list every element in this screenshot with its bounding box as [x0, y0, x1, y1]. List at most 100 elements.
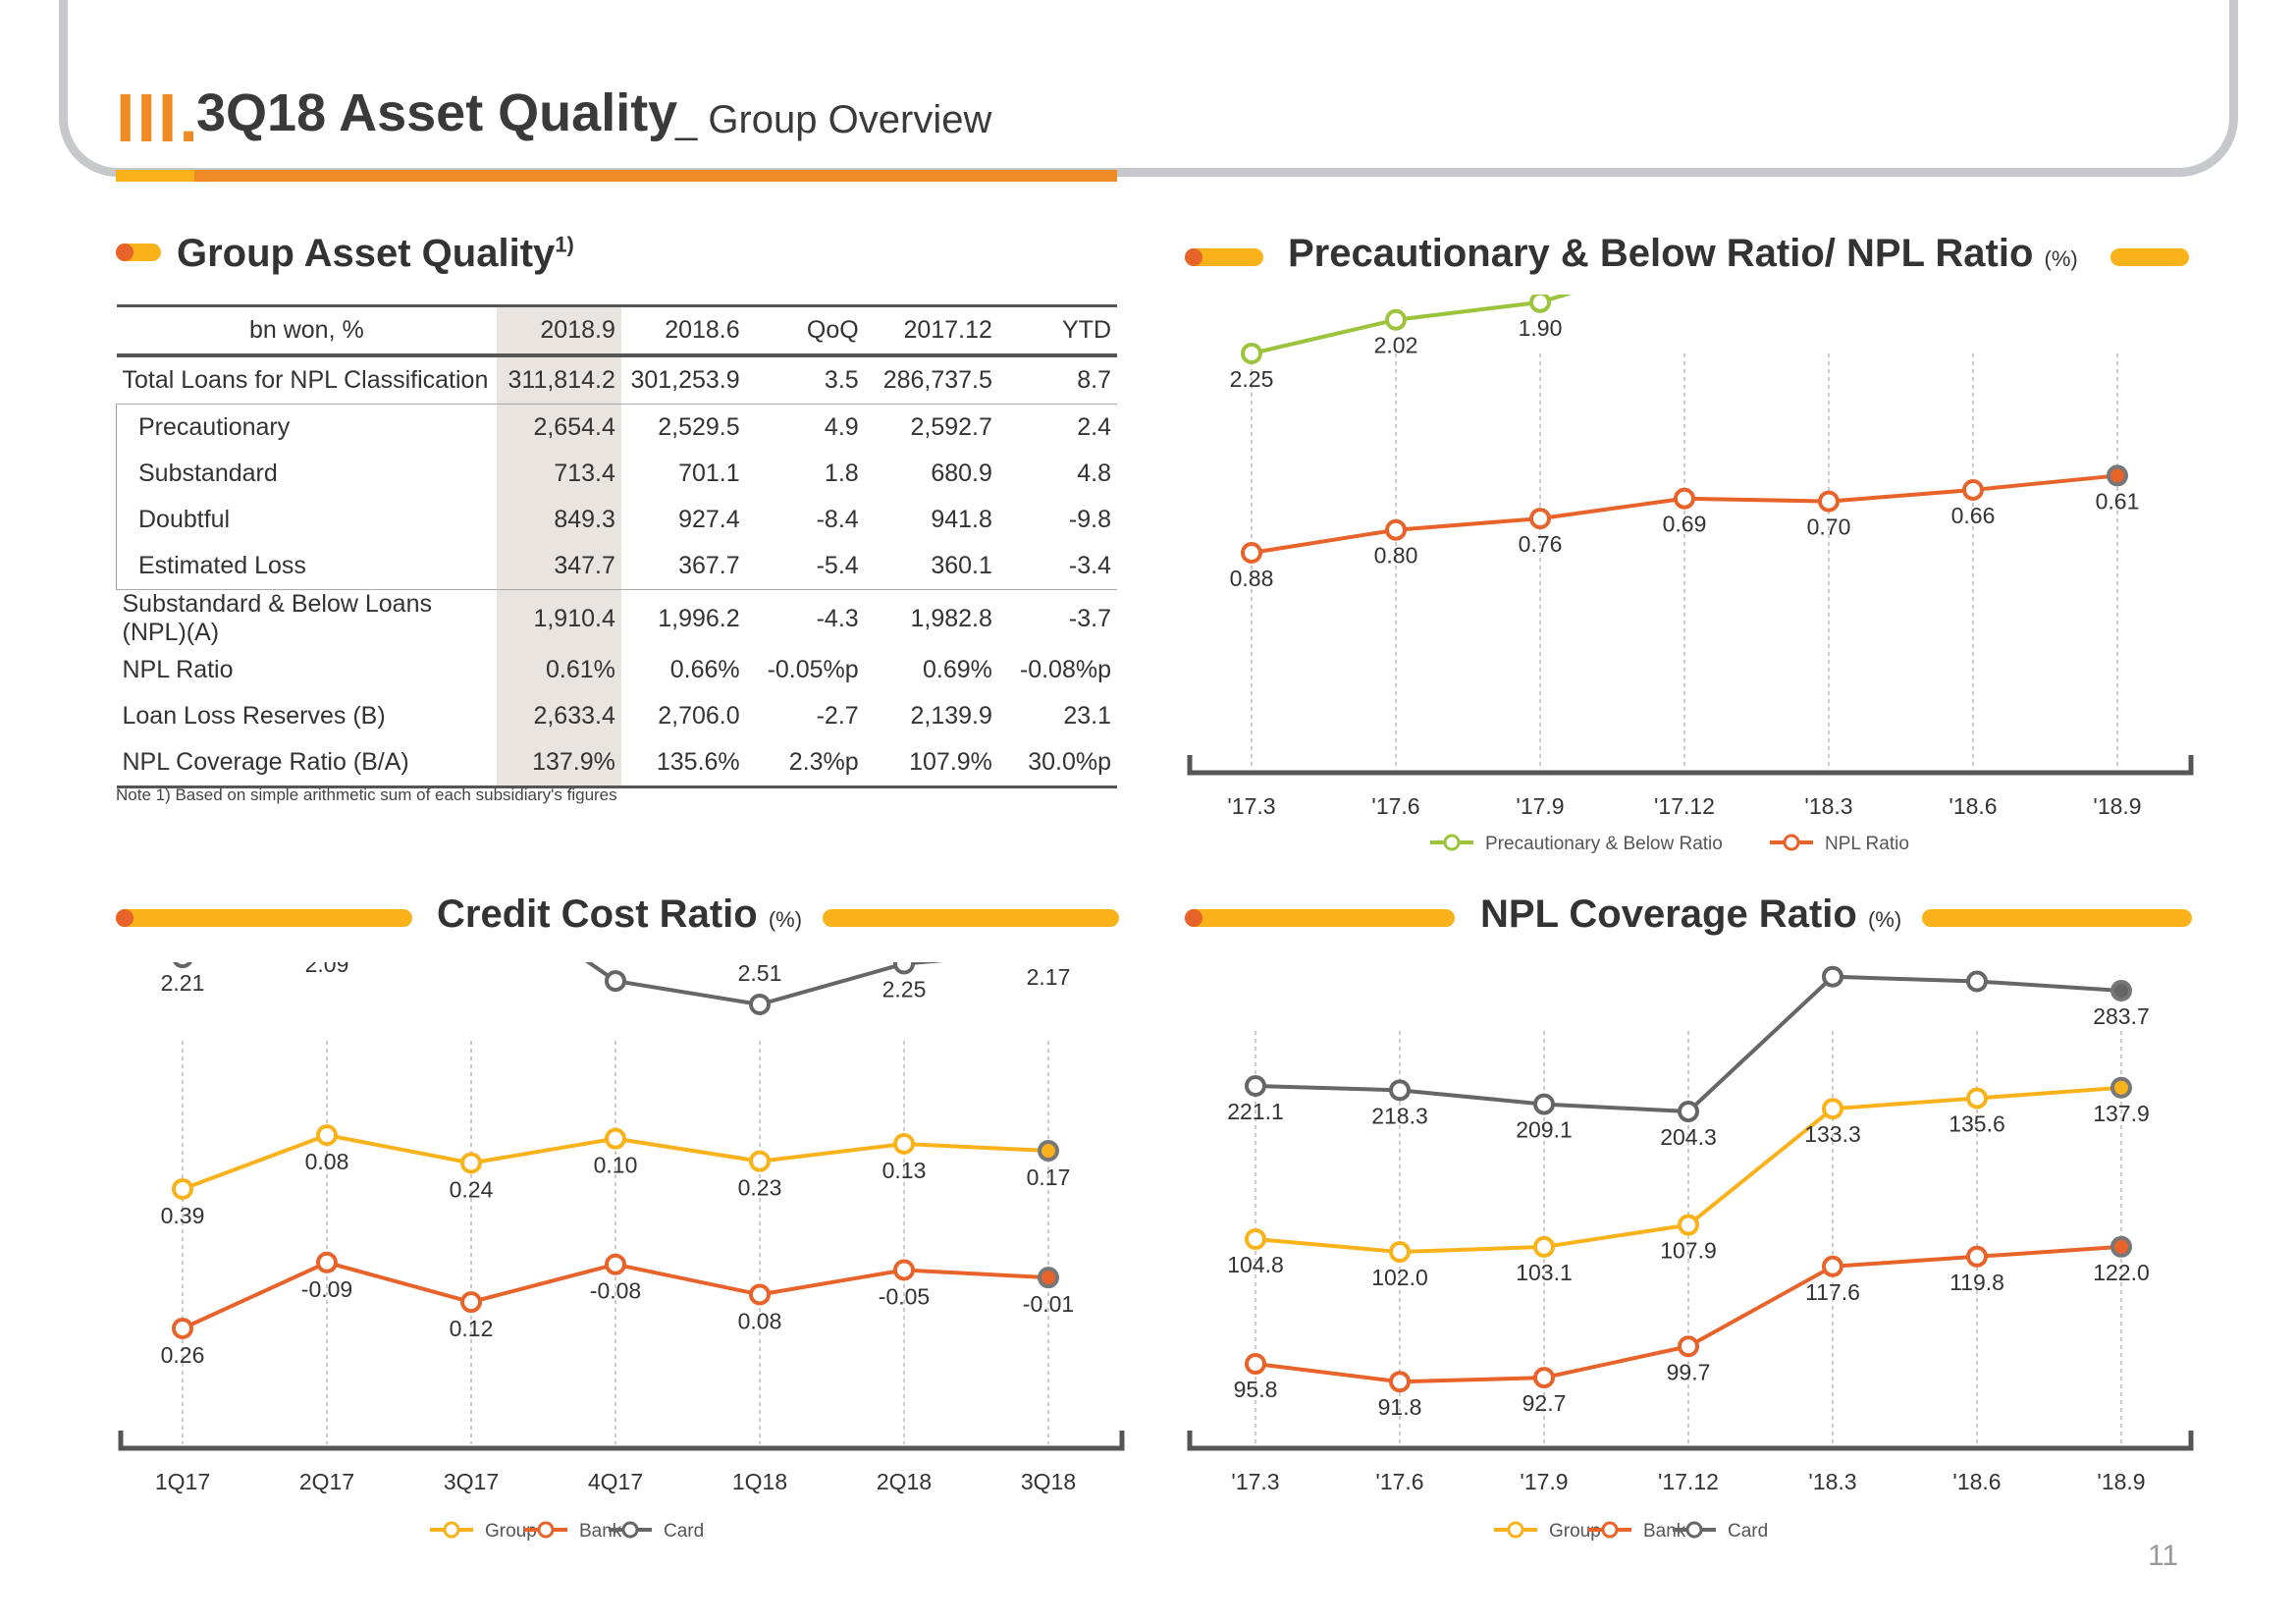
table-header-cell: QoQ — [745, 304, 865, 357]
data-point — [1966, 1245, 1988, 1268]
table-cell: 713.4 — [497, 451, 621, 497]
coverage-chart: '17.3 '17.6 '17.9 '17.12 '18.3 '18.6 '18.9 104.… — [1187, 962, 2194, 1542]
table-cell: 0.69% — [923, 656, 992, 683]
table-cell: 941.8 — [931, 506, 992, 533]
table-cell: 701.1 — [678, 460, 740, 487]
table-cell: -8.4 — [816, 506, 859, 533]
data-point — [1678, 1335, 1699, 1358]
table-cell: -4.3 — [745, 589, 865, 647]
credit-cost-chart: 1Q17 2Q17 3Q17 4Q17 1Q18 2Q18 3Q18 0.39 0.08 0.24… — [118, 962, 1125, 1542]
header-underline — [116, 170, 1117, 182]
data-point — [893, 1259, 915, 1281]
data-label: 0.23 — [738, 1175, 782, 1201]
x-tick-label: 1Q17 — [155, 1469, 210, 1494]
page-subtitle: _ Group Overview — [675, 98, 992, 141]
table-cell: 8.7 — [1077, 366, 1111, 394]
table-cell: 4.9 — [745, 404, 865, 451]
data-point — [1966, 1087, 1988, 1110]
data-label: 137.9 — [2093, 1101, 2150, 1126]
row-label: Estimated Loss — [116, 543, 498, 590]
data-point — [1241, 542, 1262, 564]
table-header-cell: 2017.12 — [864, 304, 998, 357]
data-point — [1822, 1098, 1843, 1120]
legend-label: Card — [664, 1521, 704, 1542]
data-point — [1533, 1367, 1555, 1389]
legend-label: Group — [485, 1521, 537, 1542]
data-label: 221.1 — [1227, 1099, 1284, 1124]
data-label: 0.26 — [161, 1342, 205, 1368]
section-pill — [1185, 909, 1455, 927]
row-label: Substandard — [116, 451, 498, 497]
section-number: III. — [116, 80, 200, 156]
data-point — [1245, 1228, 1266, 1250]
row-label: Precautionary — [116, 404, 498, 451]
data-point — [893, 1132, 915, 1155]
section-pill-dot — [1185, 248, 1202, 266]
page-number: 11 — [2148, 1540, 2179, 1572]
table-cell: -5.4 — [816, 552, 859, 579]
table-cell: 137.9% — [497, 739, 621, 788]
data-label: 103.1 — [1516, 1260, 1573, 1285]
data-label: 2.17 — [1027, 964, 1071, 990]
table-row: NPL Ratio 0.61% 0.66% -0.05%p 0.69% -0.08%p — [117, 647, 1118, 693]
table-cell: 2,139.9 — [910, 702, 992, 730]
data-label: 95.8 — [1234, 1377, 1278, 1402]
data-label: 99.7 — [1667, 1359, 1711, 1384]
x-tick-label: '17.3 — [1227, 793, 1275, 819]
data-point — [2110, 1076, 2132, 1099]
table-row: Total Loans for NPL Classification 311,81… — [117, 355, 1118, 405]
x-tick-label: 1Q18 — [732, 1469, 787, 1494]
data-point — [1962, 478, 1984, 501]
x-tick-label: 2Q18 — [877, 1469, 932, 1494]
table-cell: 2,592.7 — [864, 404, 998, 451]
x-tick-label: '18.6 — [1949, 793, 1997, 819]
table-row: Substandard 713.4 701.1 1.8 680.9 4.8 — [116, 451, 1118, 497]
npl-ratio-chart-title: Precautionary & Below Ratio/ NPL Ratio (… — [1288, 232, 2078, 275]
header-underline-accent — [116, 170, 194, 182]
data-point — [1678, 1101, 1699, 1123]
data-point — [316, 1251, 338, 1273]
data-label: 283.7 — [2093, 1003, 2150, 1029]
data-point — [1674, 487, 1695, 510]
legend-label: NPL Ratio — [1825, 834, 1909, 854]
table-cell: 680.9 — [931, 460, 992, 487]
data-label: 0.76 — [1519, 531, 1563, 557]
section-pill-dot — [1185, 909, 1202, 927]
data-point — [1389, 1371, 1411, 1393]
x-tick-label: '18.6 — [1952, 1469, 2001, 1494]
data-label: 117.6 — [1805, 1279, 1860, 1305]
data-label: 1.60 — [1663, 295, 1707, 297]
data-point — [1678, 1214, 1699, 1236]
table-cell: 0.61% — [497, 647, 621, 693]
data-point — [316, 1124, 338, 1147]
data-point — [1818, 490, 1840, 513]
table-cell: 927.4 — [678, 506, 740, 533]
page-title: 3Q18 Asset Quality — [196, 83, 678, 142]
x-tick-label: '18.9 — [2097, 1469, 2145, 1494]
x-tick-label: '17.3 — [1231, 1469, 1279, 1494]
data-label: 0.70 — [1807, 514, 1851, 540]
data-point — [1389, 1241, 1411, 1264]
data-point — [2107, 464, 2128, 487]
data-point — [749, 1283, 771, 1306]
table-cell: 23.1 — [1063, 702, 1111, 730]
data-label: 91.8 — [1378, 1394, 1422, 1420]
table-cell: 2,633.4 — [497, 693, 621, 739]
data-point — [2110, 1235, 2132, 1258]
data-label: 102.0 — [1371, 1265, 1428, 1290]
x-axis — [1187, 755, 2194, 776]
x-tick-label: 2Q17 — [299, 1469, 354, 1494]
data-point — [1533, 1093, 1555, 1115]
table-cell: 2,706.0 — [658, 702, 740, 730]
table-row: NPL Coverage Ratio (B/A) 137.9% 135.6% 2.3%… — [116, 739, 1117, 788]
section-pill — [823, 909, 1119, 927]
section-pill-dot — [116, 244, 133, 261]
table-header-cell: YTD — [997, 304, 1117, 357]
npl-ratio-chart: '17.3 '17.6 '17.9 '17.12 '18.3 '18.6 '18.9 2.25… — [1187, 295, 2194, 854]
x-tick-label: '17.12 — [1654, 793, 1715, 819]
legend-label: Precautionary & Below Ratio — [1485, 834, 1723, 854]
row-label: NPL Coverage Ratio (B/A) — [116, 739, 498, 788]
legend-marker — [1685, 1521, 1703, 1539]
data-point — [2110, 979, 2132, 1001]
x-tick-label: '18.3 — [1804, 793, 1852, 819]
